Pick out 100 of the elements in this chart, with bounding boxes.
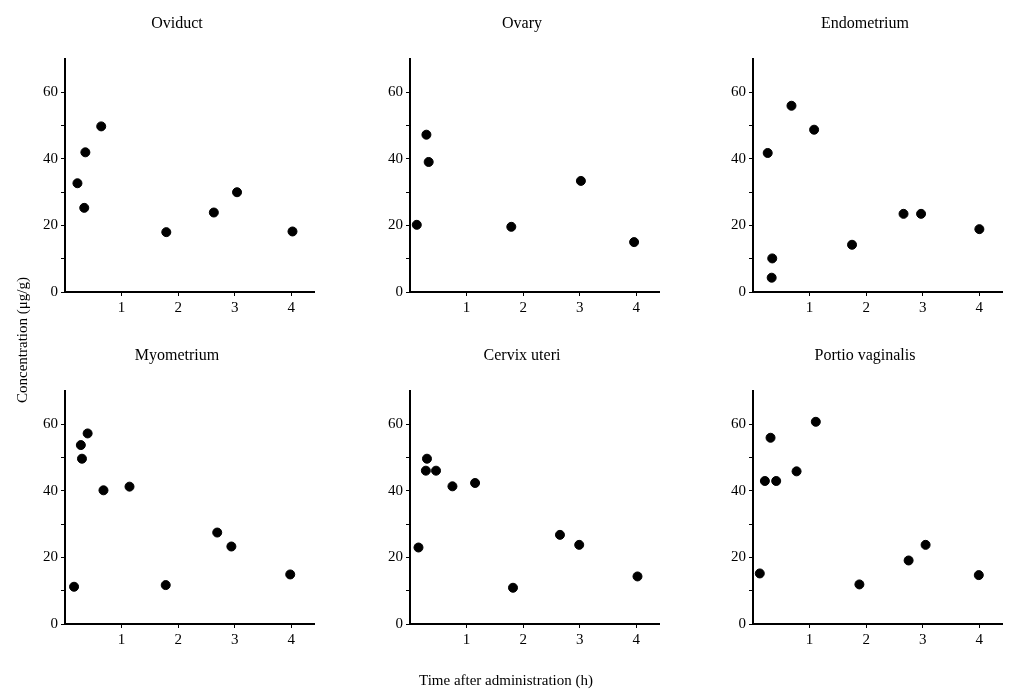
- y-tick-label: 60: [731, 415, 746, 432]
- chart-title: Portio vaginalis: [814, 345, 916, 364]
- point: [765, 432, 776, 443]
- point: [72, 178, 83, 189]
- point: [508, 582, 518, 593]
- y-tick-label: 0: [738, 282, 746, 299]
- point: [212, 527, 223, 538]
- y-tick-label: 60: [388, 415, 403, 432]
- point: [421, 453, 432, 464]
- y-tick-label: 20: [731, 216, 746, 233]
- point: [920, 539, 931, 550]
- point: [759, 475, 770, 486]
- x-tick-label: 1: [462, 630, 471, 647]
- y-tick-label: 20: [731, 548, 746, 565]
- point: [82, 428, 93, 439]
- point: [762, 147, 773, 158]
- point: [423, 156, 434, 167]
- point: [632, 571, 643, 582]
- point: [771, 475, 782, 486]
- x-tick-label: 4: [632, 630, 641, 647]
- point: [411, 219, 422, 230]
- point: [80, 147, 91, 158]
- point: [75, 440, 86, 451]
- point: [98, 485, 109, 496]
- x-tick-label: 3: [576, 298, 584, 315]
- point: [973, 570, 984, 581]
- point: [208, 207, 219, 218]
- y-tick-label: 20: [43, 216, 58, 233]
- x-tick-label: 3: [576, 630, 584, 647]
- point: [161, 227, 172, 238]
- x-tick-label: 2: [519, 630, 527, 647]
- point: [226, 541, 237, 552]
- chart-title: Cervix uteri: [483, 345, 561, 363]
- point: [854, 579, 865, 590]
- point: [766, 272, 777, 283]
- point: [232, 187, 243, 198]
- x-tick-label: 3: [919, 298, 927, 315]
- y-tick-label: 0: [50, 614, 58, 631]
- y-tick-label: 0: [395, 614, 403, 631]
- point: [903, 555, 914, 566]
- y-tick-label: 40: [731, 149, 746, 166]
- x-tick-label: 2: [174, 630, 182, 647]
- point: [974, 224, 985, 235]
- x-tick-label: 2: [519, 298, 527, 315]
- point: [506, 221, 517, 232]
- y-tick-label: 0: [395, 282, 403, 299]
- point: [160, 580, 171, 591]
- point: [754, 568, 765, 579]
- x-tick-label: 1: [117, 298, 126, 315]
- chart-title: Oviduct: [151, 13, 204, 31]
- y-tick-label: 40: [43, 481, 58, 498]
- chart-title: Endometrium: [821, 13, 910, 31]
- point: [285, 569, 296, 580]
- point: [431, 465, 442, 476]
- point: [69, 581, 80, 592]
- point: [421, 129, 432, 140]
- y-tick-label: 40: [43, 149, 58, 166]
- y-tick-label: 60: [43, 415, 58, 432]
- y-tick-label: 60: [43, 83, 58, 100]
- point: [413, 542, 424, 553]
- y-tick-label: 40: [388, 149, 403, 166]
- x-tick-label: 1: [805, 630, 814, 647]
- x-axis-title: Time after administration (h): [418, 672, 594, 689]
- y-tick-label: 0: [50, 282, 58, 299]
- y-tick-label: 0: [738, 614, 746, 631]
- x-tick-label: 4: [975, 298, 984, 315]
- point: [767, 253, 778, 264]
- y-tick-label: 20: [43, 548, 58, 565]
- y-axis-title: Concentration (μg/g): [13, 277, 31, 403]
- x-tick-label: 1: [805, 298, 814, 315]
- chart-title: Ovary: [502, 13, 542, 32]
- point: [575, 175, 586, 186]
- point: [554, 529, 565, 540]
- point: [447, 481, 458, 492]
- x-tick-label: 2: [862, 298, 870, 315]
- x-tick-label: 2: [862, 630, 870, 647]
- point: [79, 202, 90, 213]
- y-tick-label: 20: [388, 548, 403, 565]
- x-tick-label: 1: [117, 630, 126, 647]
- x-tick-label: 1: [462, 298, 471, 315]
- x-tick-label: 4: [632, 298, 641, 315]
- point: [847, 239, 858, 250]
- point: [76, 453, 87, 464]
- point: [574, 539, 585, 550]
- chart-title: Myometrium: [134, 345, 220, 364]
- x-tick-label: 3: [919, 630, 927, 647]
- point: [124, 481, 135, 492]
- y-tick-label: 40: [731, 481, 746, 498]
- point: [420, 465, 431, 476]
- y-tick-label: 60: [731, 83, 746, 100]
- x-tick-label: 3: [231, 298, 239, 315]
- point: [470, 477, 481, 488]
- x-tick-label: 2: [174, 298, 182, 315]
- point: [629, 237, 640, 248]
- point: [791, 466, 802, 477]
- point: [96, 121, 107, 132]
- x-tick-label: 4: [287, 298, 296, 315]
- point: [898, 208, 909, 219]
- point: [916, 208, 927, 219]
- x-tick-label: 3: [231, 630, 239, 647]
